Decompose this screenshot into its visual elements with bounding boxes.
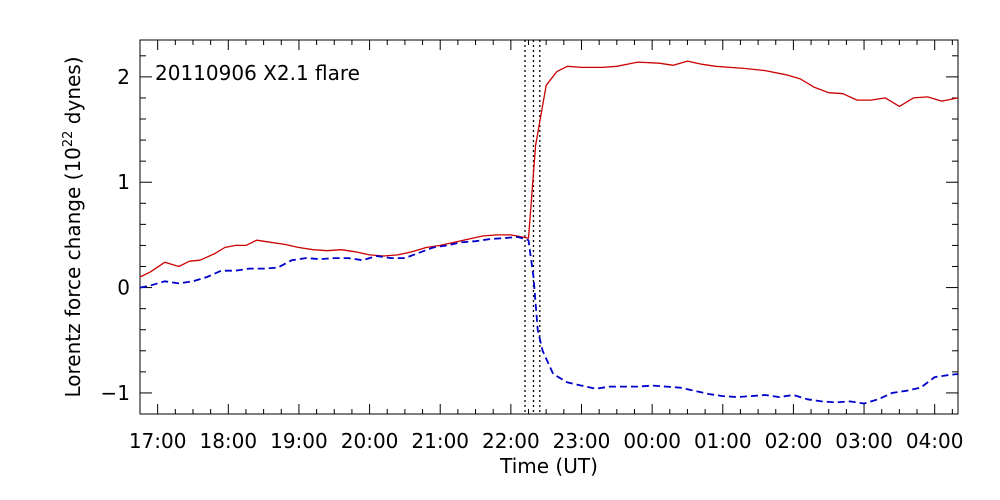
y-axis-label: Lorentz force change (1022 dynes) (61, 56, 85, 397)
x-tick-label: 04:00 (906, 429, 964, 453)
flare-annotation: 20110906 X2.1 flare (155, 61, 360, 85)
x-tick-label: 22:00 (482, 429, 540, 453)
x-tick-label: 03:00 (835, 429, 893, 453)
y-tick-label: 1 (117, 170, 130, 194)
solid-series-line (139, 60, 959, 278)
y-tick-label: 2 (117, 65, 130, 89)
x-axis-label: Time (UT) (499, 454, 598, 478)
y-axis-label-unit: dynes) (61, 56, 85, 130)
x-tick-label: 19:00 (270, 429, 328, 453)
y-tick-label: −1 (101, 381, 130, 405)
plot-frame (139, 39, 959, 415)
x-tick-label: 02:00 (765, 429, 823, 453)
y-tick-label: 0 (117, 276, 130, 300)
x-tick-label: 20:00 (341, 429, 399, 453)
x-tick-label: 18:00 (199, 429, 257, 453)
dashed-series-line (139, 236, 959, 405)
y-axis-label-main: Lorentz force change (10 (61, 147, 85, 397)
y-axis-label-exponent: 22 (61, 131, 76, 148)
x-tick-label: 23:00 (553, 429, 611, 453)
x-tick-label: 01:00 (694, 429, 752, 453)
x-tick-label: 00:00 (623, 429, 681, 453)
x-tick-label: 17:00 (129, 429, 187, 453)
x-tick-label: 21:00 (411, 429, 469, 453)
